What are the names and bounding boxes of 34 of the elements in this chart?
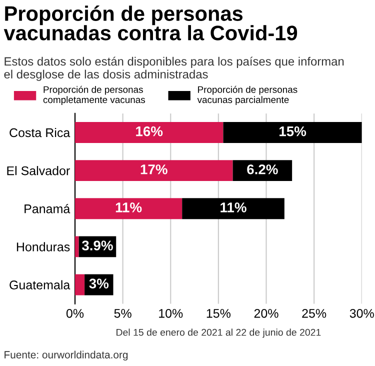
data-label: 16% [136,126,163,136]
bar [223,122,362,143]
bar [75,236,79,258]
x-tick-label: 5% [114,309,132,318]
bar [75,160,233,182]
bar [232,160,292,182]
data-label: 3.9% [82,240,113,250]
chart-subtitle: Estos datos solo están disponibles para los países que informan el desglose de las dosis administradas [4,56,344,81]
y-tick-label: El Salvador [7,166,70,176]
x-tick-label: 25% [302,308,326,318]
bar [75,198,182,220]
data-label: 17% [140,164,168,174]
data-label: 3% [89,278,109,288]
x-axis-title: Del 15 de enero de 2021 al 22 de junio de 2021 [116,328,321,338]
chart-title: Proporción de personas vacunadas contra la Covid-19 [4,5,298,40]
bar [75,274,85,296]
y-tick-label: Costa Rica [10,128,70,138]
bar [182,198,284,220]
data-label: 15% [280,126,306,136]
x-tick-label: 20% [254,308,278,318]
x-tick-label: 10% [159,308,183,318]
y-tick-label: Panamá [24,204,70,214]
bar [75,122,224,143]
x-tick-label: 15% [206,309,230,318]
y-tick-label: Honduras [16,242,70,252]
data-label: 6.2% [247,164,278,174]
legend-label: Proporción de personas completamente vacunas [43,86,146,105]
data-label: 11% [220,202,246,212]
legend-label: Proporción de personas vacunas parcialmente [197,86,298,105]
x-tick-label: 30% [350,308,374,318]
source-note: Fuente: ourworldindata.org [4,350,128,361]
data-label: 11% [116,202,142,212]
x-tick-label: 0% [66,308,84,318]
y-tick-label: Guatemala [10,280,70,290]
